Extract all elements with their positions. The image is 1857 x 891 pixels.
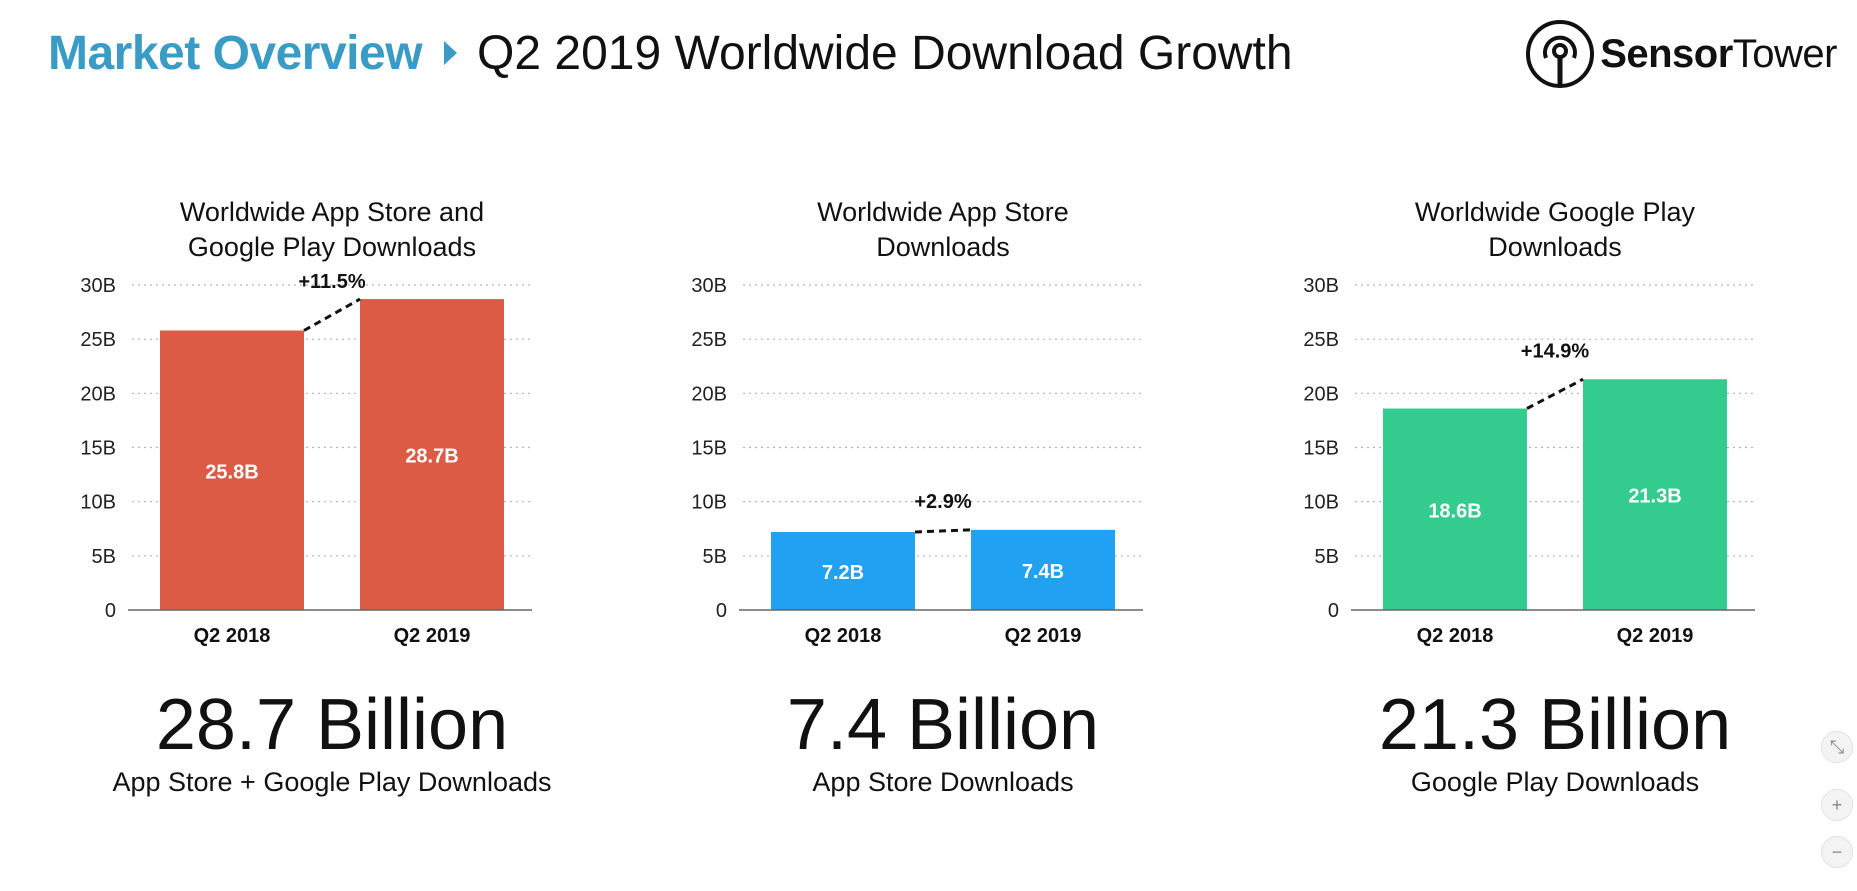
bar bbox=[771, 532, 915, 610]
growth-connector bbox=[1526, 377, 1584, 410]
bar bbox=[160, 330, 304, 610]
chart-panel-app-store: Worldwide App Store Downloads 0 5B 10B 15B 2… bbox=[673, 195, 1213, 797]
zoom-out-button[interactable]: − bbox=[1821, 836, 1853, 868]
y-tick-label: 20B bbox=[1303, 383, 1339, 405]
panel-title: Worldwide Google Play Downloads bbox=[1414, 197, 1696, 262]
y-tick-label: 30B bbox=[1303, 275, 1339, 297]
bar-value-label: 25.8B bbox=[205, 461, 258, 483]
y-tick-label: 15B bbox=[80, 438, 116, 460]
bar-chart-app-store: 0 5B 10B 15B 20B 25B 30B 7.2B Q2 2018 7.4B Q2 2019… bbox=[691, 275, 1143, 647]
y-tick-label: 20B bbox=[80, 383, 116, 405]
y-tick-label: 15B bbox=[691, 438, 727, 460]
y-tick-label: 5B bbox=[92, 546, 116, 568]
y-tick-label: 30B bbox=[80, 275, 116, 297]
y-tick-label: 0 bbox=[105, 600, 116, 622]
bar bbox=[360, 299, 504, 610]
x-tick-label: Q2 2018 bbox=[805, 625, 882, 647]
growth-label: +14.9% bbox=[1521, 340, 1590, 362]
sensor-tower-logo-icon bbox=[1526, 20, 1595, 88]
bar-value-label: 18.6B bbox=[1428, 500, 1481, 522]
big-number: 7.4 Billion bbox=[786, 685, 1100, 765]
big-number-subtitle: App Store + Google Play Downloads bbox=[112, 767, 552, 797]
y-tick-label: 10B bbox=[80, 492, 116, 514]
x-tick-label: Q2 2018 bbox=[194, 625, 271, 647]
page-header: Market Overview Q2 2019 Worldwide Downlo… bbox=[48, 18, 1293, 88]
y-tick-label: 10B bbox=[691, 492, 727, 514]
bar-value-label: 21.3B bbox=[1628, 486, 1681, 508]
bar bbox=[1383, 408, 1527, 610]
chart-panel-combined: Worldwide App Store and Google Play Down… bbox=[62, 195, 602, 797]
y-tick-label: 25B bbox=[691, 329, 727, 351]
bar-chart-google-play: 0 5B 10B 15B 20B 25B 30B 18.6B Q2 2018 21.3B Q2 20… bbox=[1303, 275, 1755, 647]
big-number-subtitle: App Store Downloads bbox=[812, 767, 1074, 797]
x-tick-label: Q2 2019 bbox=[1617, 625, 1694, 647]
growth-connector bbox=[303, 297, 361, 332]
y-tick-label: 10B bbox=[1303, 492, 1339, 514]
bar-value-label: 28.7B bbox=[405, 446, 458, 468]
page-title: Q2 2019 Worldwide Download Growth bbox=[477, 26, 1293, 80]
sensor-tower-logo: SensorTower bbox=[1524, 18, 1838, 90]
bar-value-label: 7.4B bbox=[1022, 561, 1064, 583]
y-tick-label: 25B bbox=[1303, 329, 1339, 351]
growth-connector bbox=[914, 528, 972, 534]
y-tick-label: 25B bbox=[80, 329, 116, 351]
bar-value-label: 7.2B bbox=[822, 562, 864, 584]
growth-label: +11.5% bbox=[298, 271, 366, 293]
y-tick-label: 30B bbox=[691, 275, 727, 297]
panel-title: Worldwide App Store and Google Play Down… bbox=[179, 197, 485, 262]
y-tick-label: 0 bbox=[1328, 600, 1339, 622]
breadcrumb[interactable]: Market Overview bbox=[48, 26, 423, 80]
x-tick-label: Q2 2018 bbox=[1417, 625, 1494, 647]
chart-panel-google-play: Worldwide Google Play Downloads 0 5B 10B 15… bbox=[1285, 195, 1825, 797]
zoom-in-button[interactable]: + bbox=[1821, 789, 1853, 821]
big-number-subtitle: Google Play Downloads bbox=[1410, 767, 1700, 797]
panel-title: Worldwide App Store Downloads bbox=[817, 197, 1069, 262]
big-number: 28.7 Billion bbox=[155, 685, 509, 765]
x-tick-label: Q2 2019 bbox=[1005, 625, 1082, 647]
bar-chart-combined: 0 5B 10B 15B 20B 25B 30B 25.8B Q2 2018 28.7B Q2 20… bbox=[80, 271, 532, 647]
y-tick-label: 0 bbox=[716, 600, 727, 622]
x-tick-label: Q2 2019 bbox=[394, 625, 471, 647]
bar bbox=[1583, 379, 1727, 610]
big-number: 21.3 Billion bbox=[1378, 685, 1732, 765]
bar bbox=[971, 529, 1115, 610]
y-tick-label: 15B bbox=[1303, 438, 1339, 460]
logo-wordmark: SensorTower bbox=[1600, 31, 1837, 76]
growth-label: +2.9% bbox=[914, 491, 971, 513]
breadcrumb-arrow-icon bbox=[444, 41, 458, 65]
y-tick-label: 5B bbox=[1315, 546, 1339, 568]
y-tick-label: 5B bbox=[703, 546, 727, 568]
collapse-icon[interactable]: ⤡ bbox=[1821, 731, 1853, 763]
y-tick-label: 20B bbox=[691, 383, 727, 405]
